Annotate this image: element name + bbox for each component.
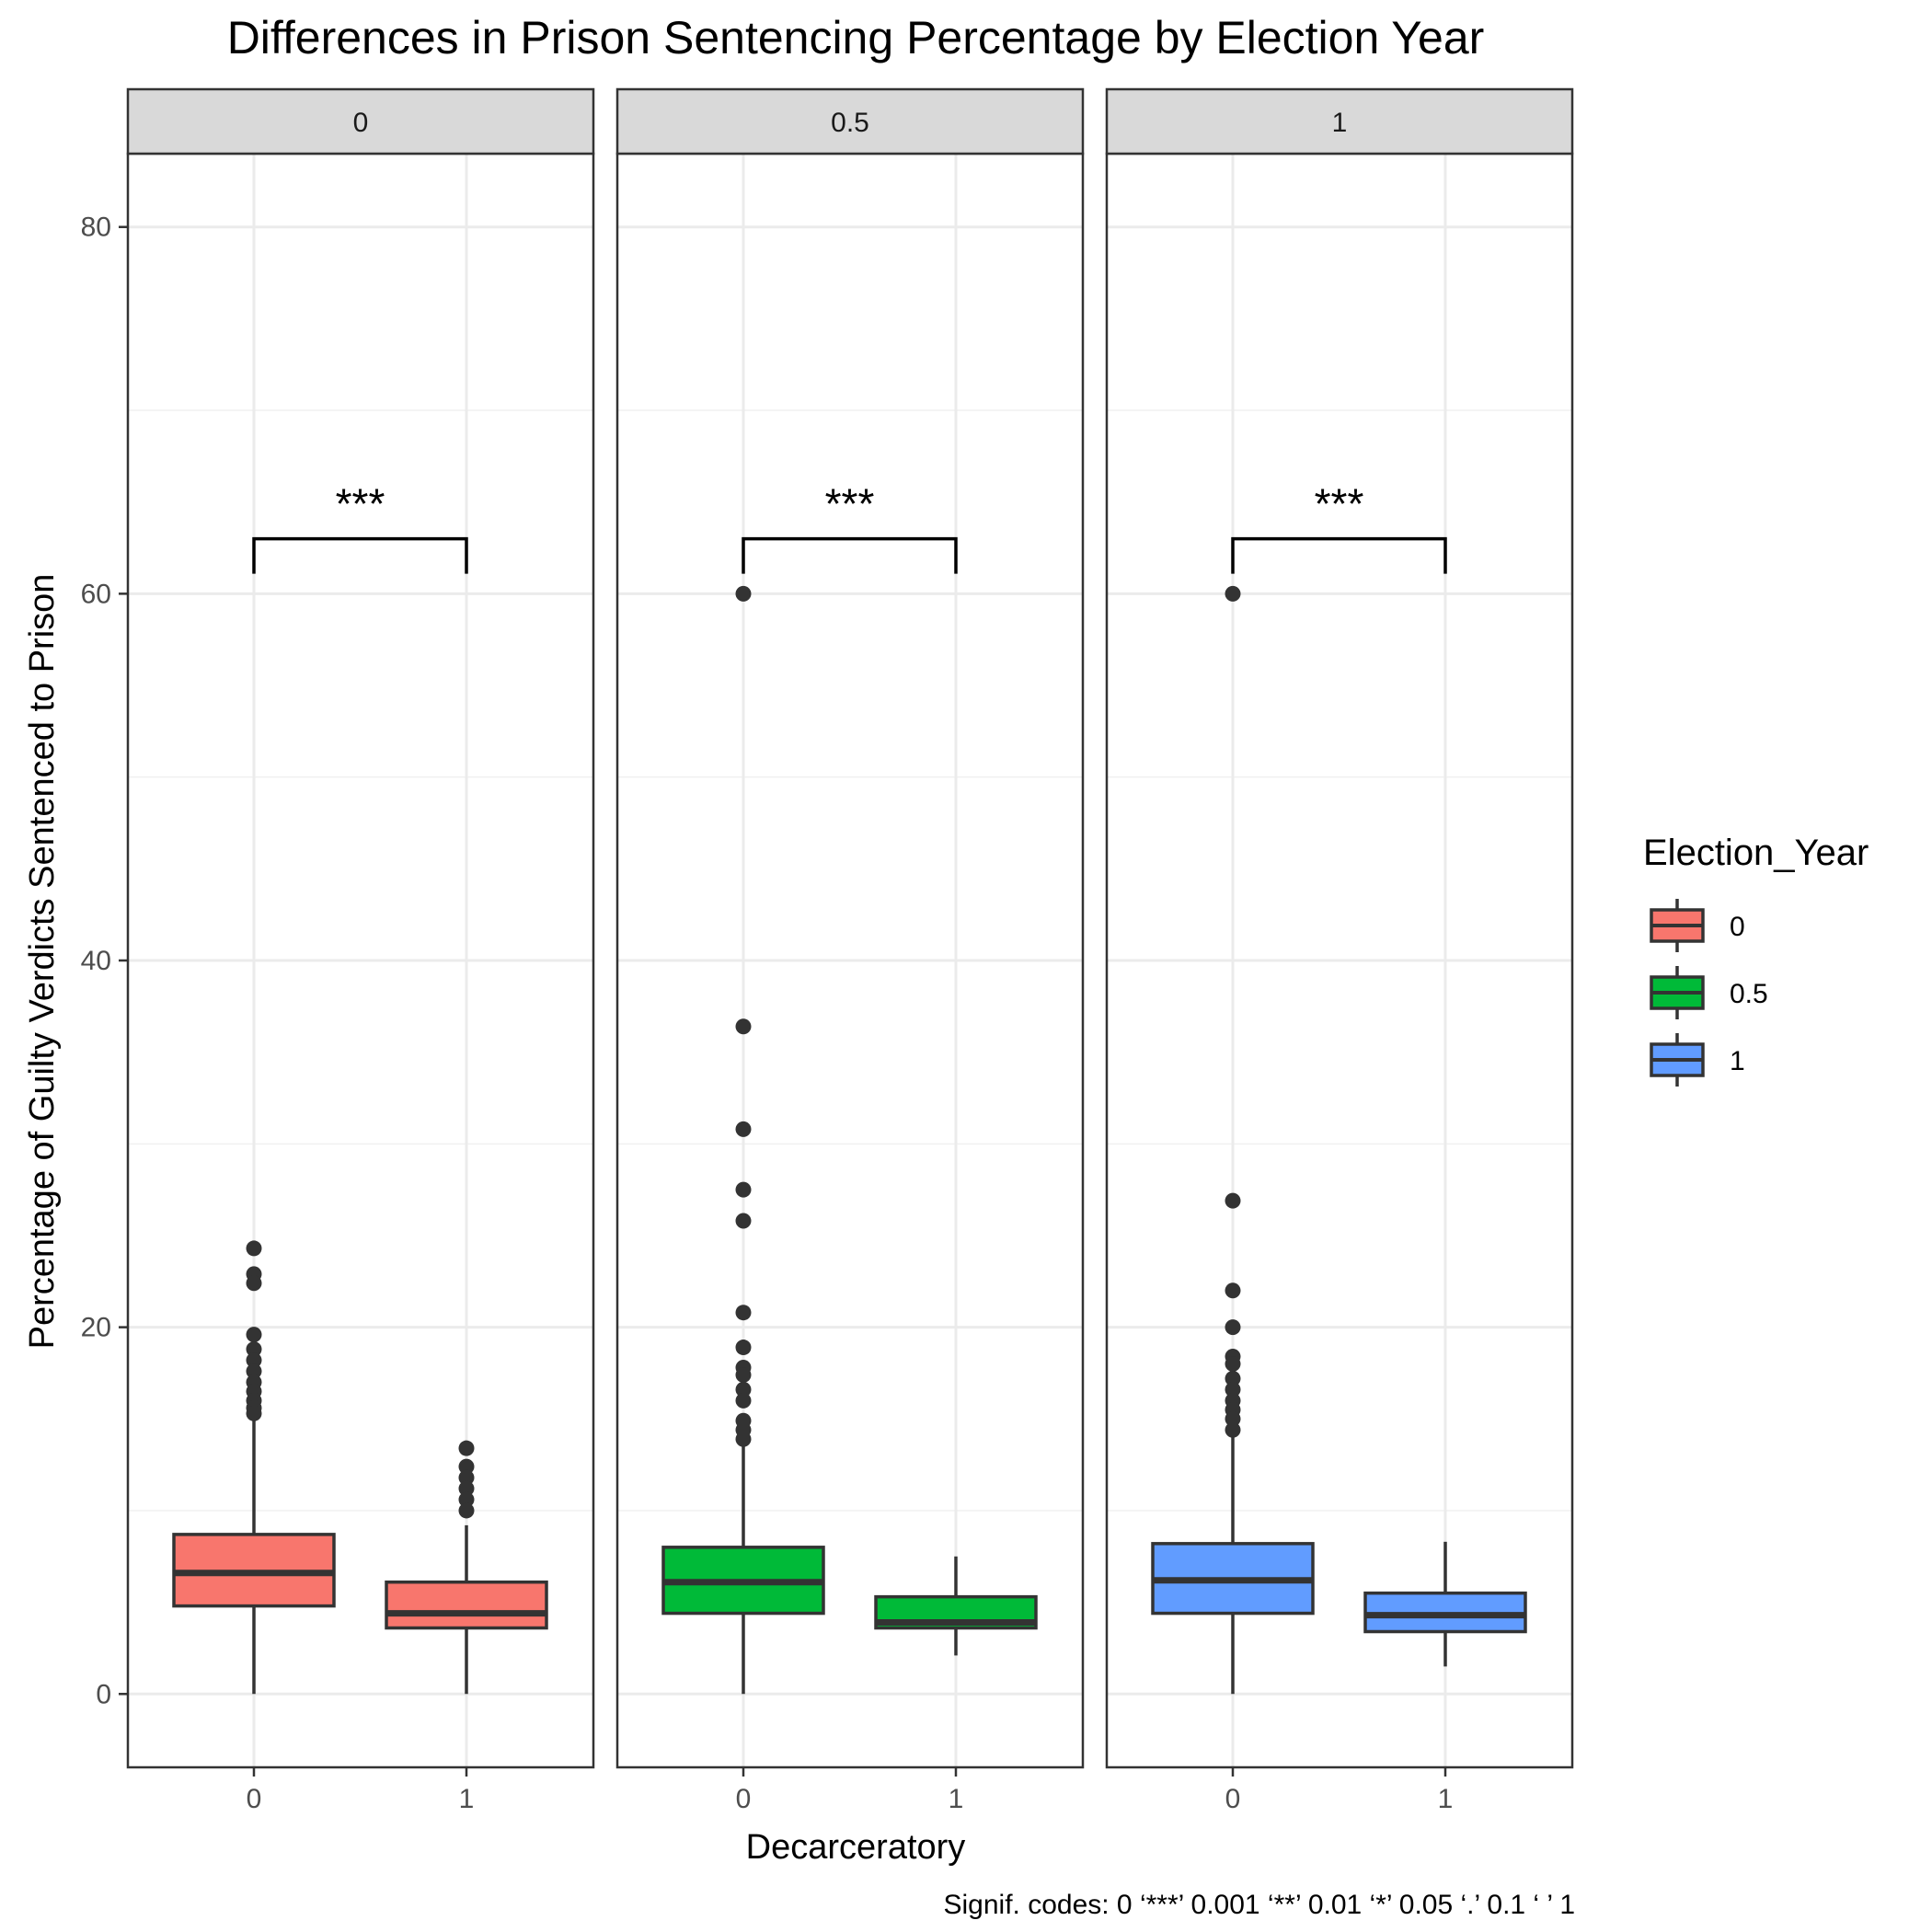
outlier-point <box>1225 1356 1241 1372</box>
outlier-point <box>735 1121 752 1137</box>
legend: Election_Year 0 0.5 1 <box>1643 833 1869 1087</box>
outlier-point <box>458 1469 475 1486</box>
outlier-point <box>735 1366 752 1383</box>
outlier-point <box>735 1392 752 1409</box>
legend-entry-label: 0 <box>1730 912 1745 942</box>
legend-entry-0.5: 0.5 <box>1650 966 1768 1019</box>
facet-strip-label: 1 <box>1332 108 1348 138</box>
y-tick-label: 0 <box>96 1679 111 1709</box>
outlier-point <box>735 1381 752 1397</box>
x-tick-label: 1 <box>1438 1784 1454 1814</box>
outlier-point <box>735 1181 752 1198</box>
outlier-point <box>735 1213 752 1229</box>
box-iqr <box>385 1580 548 1630</box>
outlier-point <box>1225 1370 1241 1386</box>
outlier-point <box>735 1431 752 1447</box>
significance-bracket <box>1231 536 1447 574</box>
legend-entry-label: 1 <box>1730 1046 1745 1076</box>
x-tick-label: 0 <box>247 1784 262 1814</box>
outlier-point <box>458 1440 475 1456</box>
box-0.5-x0 <box>661 585 825 1695</box>
outlier-point <box>458 1480 475 1497</box>
outlier-point <box>246 1352 262 1369</box>
y-tick-label: 80 <box>81 213 111 243</box>
outlier-point <box>735 585 752 602</box>
significance-codes-note: Signif. codes: 0 ‘***’ 0.001 ‘**’ 0.01 ‘… <box>943 1890 1575 1920</box>
outlier-point <box>246 1405 262 1421</box>
x-tick-label: 0 <box>736 1784 752 1814</box>
facet-panel-1: *** 1 0 1 <box>1105 87 1574 1814</box>
box-1-x1 <box>1363 1541 1527 1667</box>
facet-strip-label: 0 <box>353 108 369 138</box>
y-tick-label: 40 <box>81 946 111 976</box>
outlier-point <box>246 1275 262 1292</box>
x-tick-label: 1 <box>459 1784 475 1814</box>
significance-label: *** <box>1315 480 1364 528</box>
outlier-point <box>458 1491 475 1508</box>
x-tick-label: 1 <box>949 1784 964 1814</box>
legend-entry-label: 0.5 <box>1730 979 1768 1009</box>
facet-strip <box>1105 87 1574 155</box>
facet-strip-label: 0.5 <box>831 108 869 138</box>
outlier-point <box>1225 1192 1241 1209</box>
facet-strip <box>615 87 1085 155</box>
outlier-point <box>246 1327 262 1343</box>
facet-strip <box>126 87 595 155</box>
box-1-x0 <box>1151 585 1315 1695</box>
y-tick-label: 60 <box>81 579 111 609</box>
outlier-point <box>735 1305 752 1321</box>
legend-entry-0: 0 <box>1650 899 1745 952</box>
significance-bracket <box>252 536 468 574</box>
facet-panel-0: *** 0 0 1 <box>126 87 595 1814</box>
chart-title: Differences in Prison Sentencing Percent… <box>227 12 1485 63</box>
legend-entry-1: 1 <box>1650 1033 1745 1087</box>
facet-panel-0.5: *** 0.5 0 1 <box>615 87 1085 1814</box>
outlier-point <box>458 1502 475 1519</box>
outlier-point <box>1225 1410 1241 1427</box>
outlier-point <box>246 1341 262 1358</box>
outlier-point <box>1225 1381 1241 1397</box>
outlier-point <box>1225 1282 1241 1299</box>
outlier-point <box>1225 1319 1241 1336</box>
outlier-point <box>1225 1421 1241 1438</box>
outlier-point <box>735 1340 752 1356</box>
outlier-point <box>1225 585 1241 602</box>
box-0.5-x1 <box>874 1556 1038 1656</box>
outlier-point <box>735 1018 752 1035</box>
box-0-x0 <box>172 1240 336 1695</box>
significance-label: *** <box>825 480 875 528</box>
y-axis-label: Percentage of Guilty Verdicts Sentenced … <box>23 574 62 1350</box>
outlier-point <box>246 1363 262 1379</box>
outlier-point <box>458 1458 475 1475</box>
x-tick-label: 0 <box>1225 1784 1241 1814</box>
y-axis: 0 20 40 60 80 <box>81 213 128 1709</box>
outlier-point <box>246 1240 262 1257</box>
y-tick-label: 20 <box>81 1313 111 1343</box>
significance-bracket <box>742 536 958 574</box>
legend-title: Election_Year <box>1643 833 1869 873</box>
significance-label: *** <box>336 480 385 528</box>
box-0-x1 <box>385 1440 548 1695</box>
x-axis-label: Decarceratory <box>746 1828 966 1867</box>
